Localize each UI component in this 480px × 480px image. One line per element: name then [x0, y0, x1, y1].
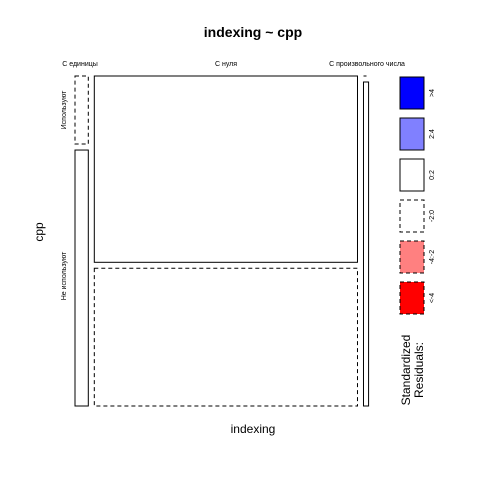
x-category-label-2: С нуля	[215, 61, 237, 68]
y-category-label-1: Используют	[61, 90, 68, 130]
tile-sedinitsy-ispolzuyut	[75, 76, 88, 144]
y-axis-label: cpp	[32, 222, 46, 242]
legend-label-gt4: >4	[429, 89, 436, 97]
x-category-label-1: С единицы	[62, 61, 98, 68]
legend-swatch-2-4	[400, 118, 424, 150]
tile-sedinitsy-ne-ispolzuyut	[75, 150, 88, 406]
legend-title-line-2: Residuals:	[412, 342, 426, 398]
y-category-label-2: Не используют	[61, 251, 68, 300]
legend-label-neg2-0: -2:0	[429, 210, 436, 222]
legend: >4 2:4 0:2 -2:0 -4:-2 <-4 Standardized R…	[399, 77, 436, 405]
legend-swatch-neg4-neg2	[400, 241, 424, 273]
legend-label-0-2: 0:2	[429, 170, 436, 180]
mosaic-tiles	[75, 76, 369, 406]
legend-swatch-neg2-0	[400, 200, 424, 232]
legend-swatch-lt-neg4	[400, 282, 424, 314]
tile-snulya-ispolzuyut	[94, 76, 357, 262]
legend-title-line-1: Standardized	[399, 335, 413, 406]
chart-title: indexing ~ cpp	[204, 24, 302, 40]
legend-swatch-gt4	[400, 77, 424, 109]
legend-label-2-4: 2:4	[429, 129, 436, 139]
legend-label-neg4-neg2: -4:-2	[429, 250, 436, 265]
legend-swatch-0-2	[400, 159, 424, 191]
legend-label-lt-neg4: <-4	[429, 293, 436, 303]
tile-sproizv-ne-ispolzuyut	[363, 82, 368, 406]
x-axis-label: indexing	[231, 422, 276, 436]
tile-snulya-ne-ispolzuyut	[94, 268, 357, 406]
x-category-label-3: С произвольного числа	[329, 61, 405, 68]
